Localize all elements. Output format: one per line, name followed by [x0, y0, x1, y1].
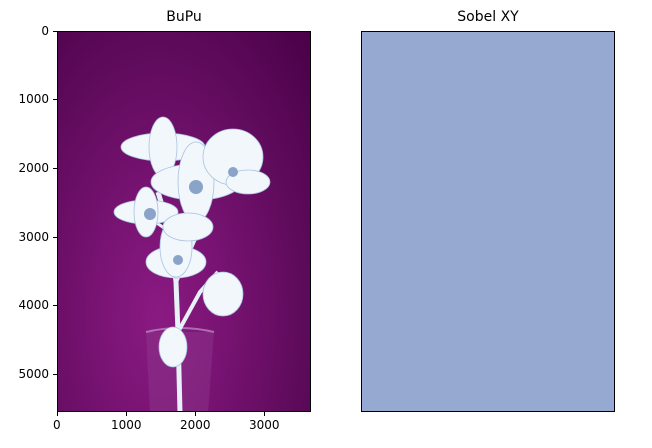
x-tick-label: 0 [53, 418, 61, 432]
y-tick-label: 2000 [18, 161, 49, 175]
y-tick-label: 4000 [18, 298, 49, 312]
sobel-xy-image-axes [361, 31, 615, 412]
flower-image [113, 116, 271, 411]
bupu-image-axes [57, 31, 311, 412]
x-tick-label: 1000 [111, 418, 142, 432]
y-tick-label: 5000 [18, 367, 49, 381]
y-tick-label: 3000 [18, 230, 49, 244]
panel-title-bupu: BuPu [166, 9, 202, 25]
x-tick-label: 2000 [180, 418, 211, 432]
y-tick-label: 1000 [18, 92, 49, 106]
y-tick-label: 0 [41, 24, 49, 38]
panel-title-sobel-xy: Sobel XY [457, 9, 519, 25]
sobel-xy-image [362, 32, 614, 411]
x-tick-label: 3000 [249, 418, 280, 432]
